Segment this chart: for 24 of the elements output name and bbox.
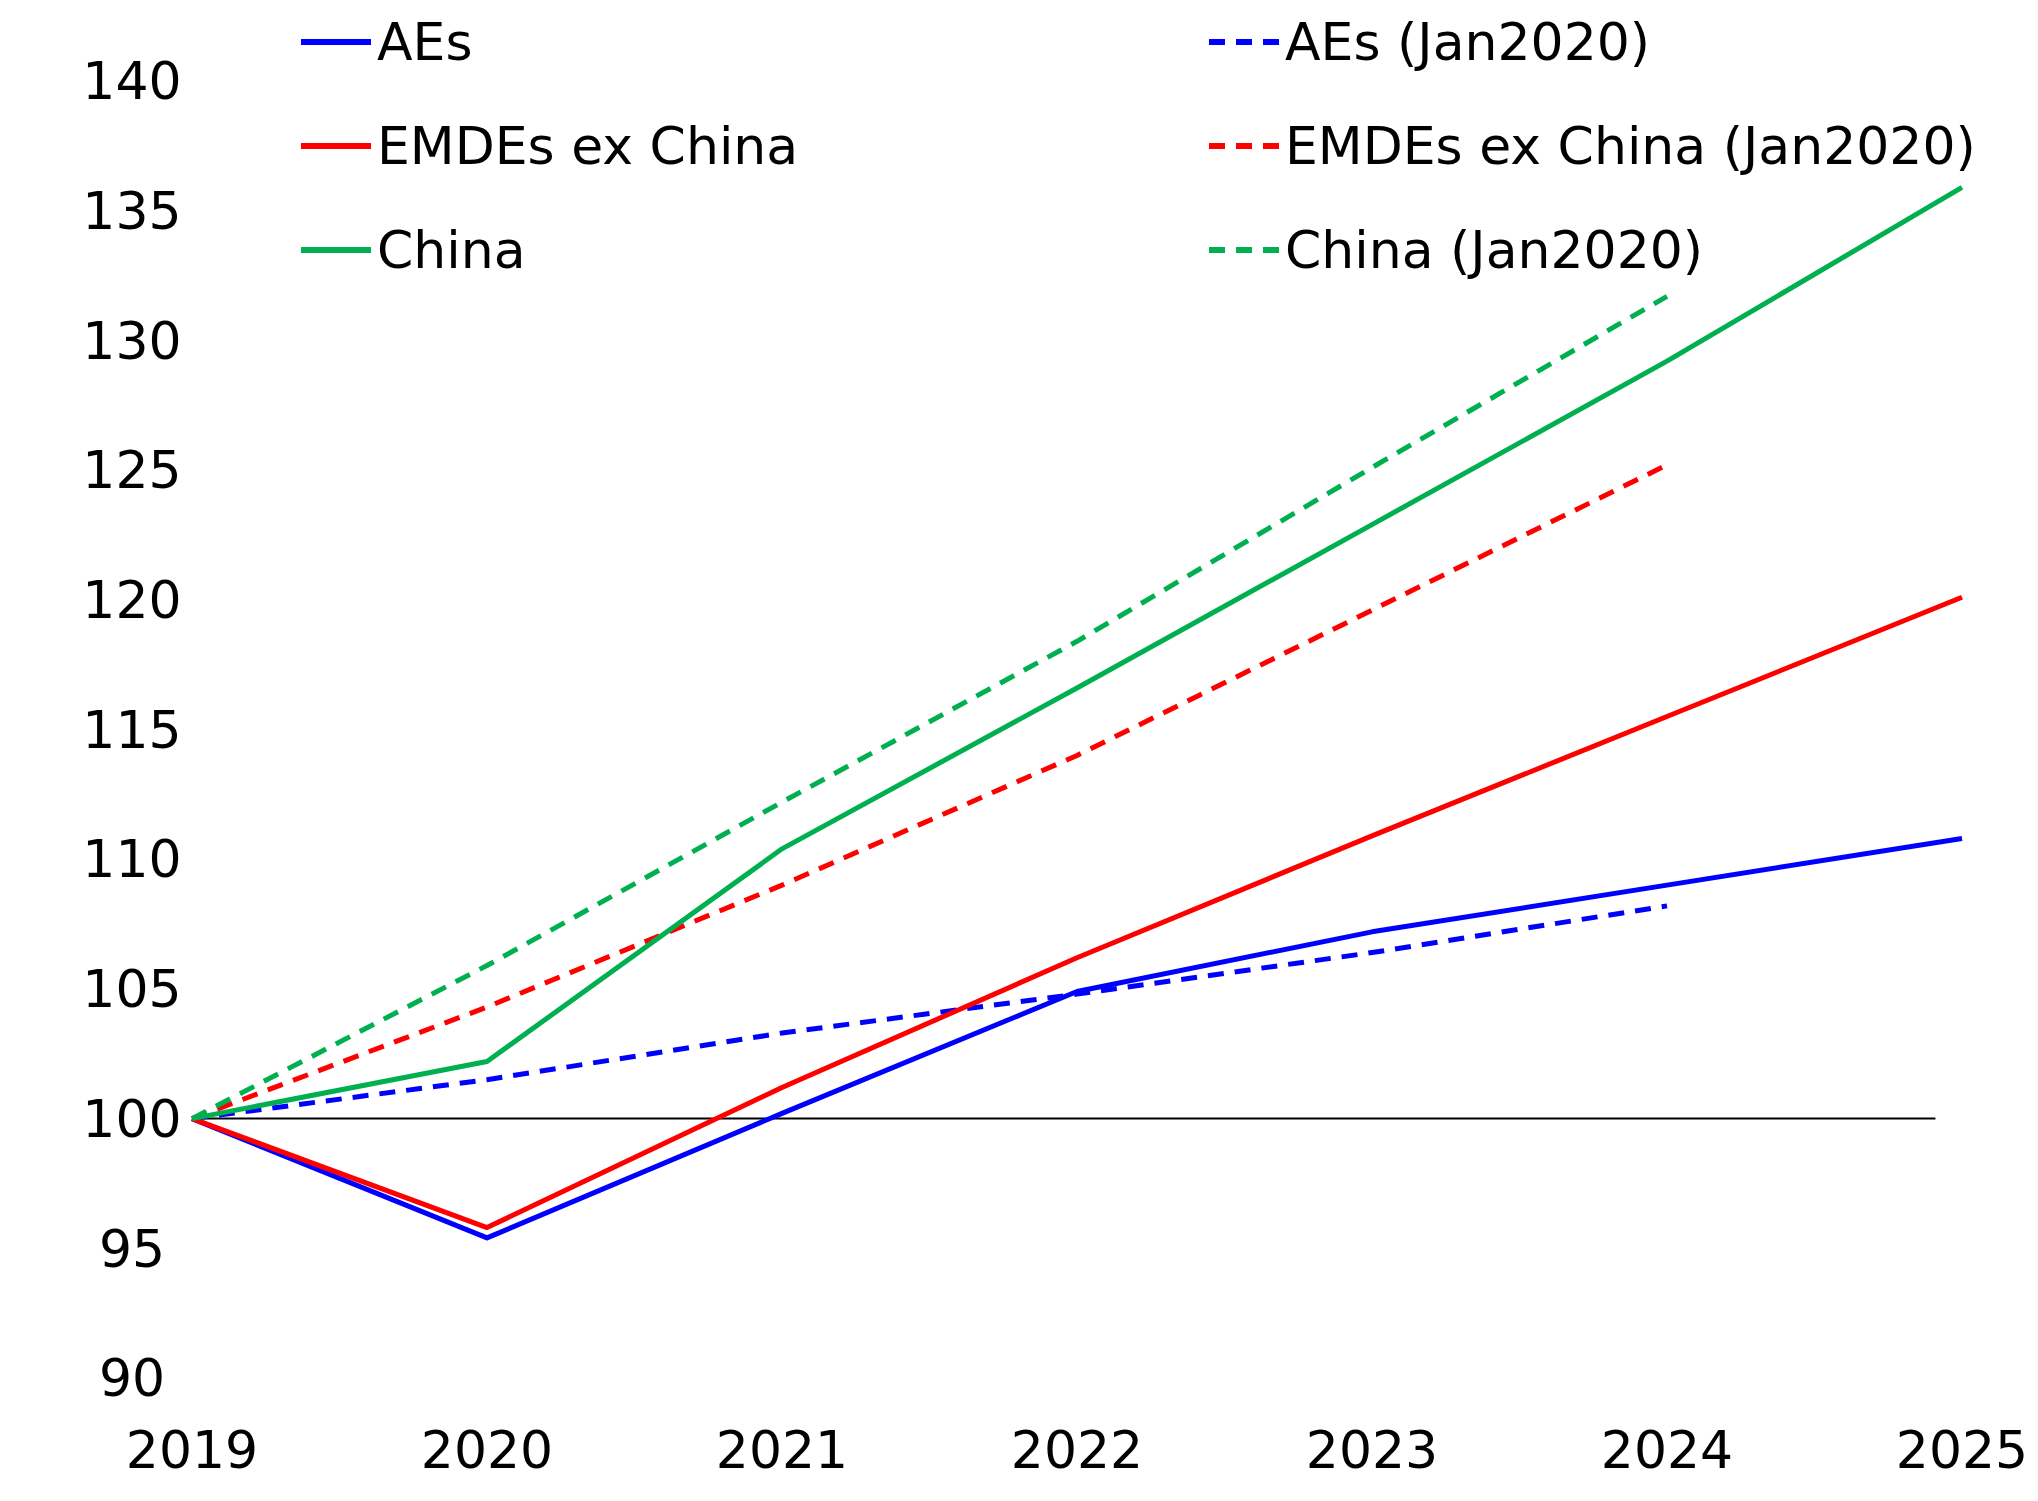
y-tick-label: 110	[82, 829, 182, 890]
y-tick-label: 140	[82, 51, 182, 112]
y-tick-label: 100	[82, 1088, 182, 1149]
y-tick-label: 135	[82, 180, 182, 241]
y-tick-label: 120	[82, 570, 182, 630]
y-tick-label: 90	[98, 1348, 166, 1409]
x-tick-label: 2020	[420, 1420, 554, 1480]
y-tick-label: 130	[82, 310, 182, 371]
x-tick-label: 2025	[1895, 1420, 2029, 1480]
y-tick-label: 115	[82, 699, 182, 760]
x-tick-label: 2022	[1010, 1420, 1144, 1480]
x-tick-label: 2024	[1600, 1420, 1734, 1480]
legend-label: AEs	[377, 12, 473, 73]
x-tick-label: 2023	[1305, 1420, 1439, 1480]
x-tick-label: 2019	[125, 1420, 259, 1480]
y-tick-label: 125	[82, 440, 182, 501]
legend-label: EMDEs ex China (Jan2020)	[1285, 116, 1976, 177]
legend-label: AEs (Jan2020)	[1285, 12, 1651, 73]
y-tick-label: 95	[98, 1218, 166, 1279]
x-tick-label: 2021	[715, 1420, 849, 1480]
legend-label: EMDEs ex China	[377, 116, 799, 177]
y-tick-label: 105	[82, 959, 182, 1020]
legend-label: China (Jan2020)	[1285, 220, 1704, 281]
legend-label: China	[377, 220, 526, 281]
